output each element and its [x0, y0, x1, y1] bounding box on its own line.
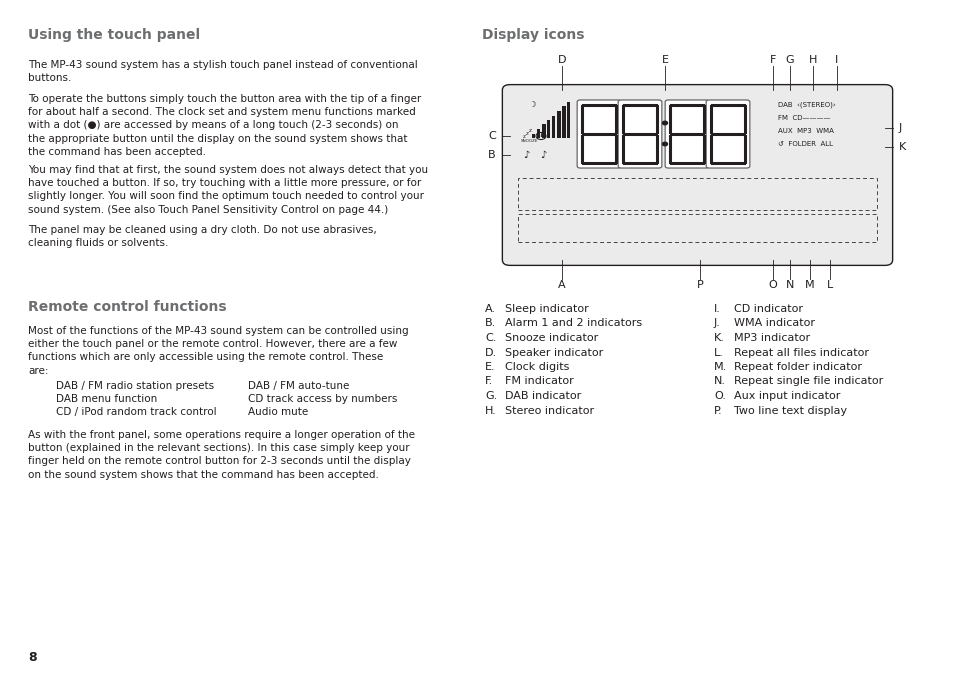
Text: z: z [529, 128, 532, 133]
Text: D.: D. [484, 347, 497, 357]
Text: CD track access by numbers: CD track access by numbers [248, 394, 397, 404]
Text: Repeat folder indicator: Repeat folder indicator [733, 362, 862, 372]
Text: M: M [804, 280, 814, 290]
Text: M.: M. [713, 362, 726, 372]
Text: DAB / FM auto-tune: DAB / FM auto-tune [248, 381, 349, 391]
Text: MP3 indicator: MP3 indicator [733, 333, 809, 343]
Text: L: L [826, 280, 832, 290]
Text: F: F [769, 55, 776, 65]
Text: P.: P. [713, 406, 721, 415]
FancyBboxPatch shape [664, 100, 708, 168]
Bar [557, 111, 560, 138]
Text: C: C [488, 131, 496, 141]
Text: SNOOZE: SNOOZE [520, 139, 537, 143]
Bar [541, 125, 545, 138]
Text: ♪: ♪ [539, 150, 546, 160]
Text: As with the front panel, some operations require a longer operation of the
butto: As with the front panel, some operations… [28, 430, 415, 480]
Text: WMA indicator: WMA indicator [733, 318, 814, 328]
Text: Sleep indicator: Sleep indicator [504, 304, 588, 314]
Text: z: z [525, 131, 528, 136]
Text: A.: A. [484, 304, 496, 314]
Text: Stereo indicator: Stereo indicator [504, 406, 594, 415]
Text: DAB  ‹(STEREO)›: DAB ‹(STEREO)› [778, 102, 835, 108]
Text: The MP-43 sound system has a stylish touch panel instead of conventional
buttons: The MP-43 sound system has a stylish tou… [28, 60, 417, 83]
Text: H.: H. [484, 406, 497, 415]
Text: Repeat all files indicator: Repeat all files indicator [733, 347, 868, 357]
Text: K: K [898, 142, 905, 152]
Text: N.: N. [713, 376, 725, 386]
Text: C.: C. [484, 333, 496, 343]
Text: I.: I. [713, 304, 720, 314]
Text: Remote control functions: Remote control functions [28, 300, 227, 314]
Text: B: B [488, 150, 496, 160]
Text: G: G [785, 55, 794, 65]
Bar [561, 106, 565, 138]
Text: Aux input indicator: Aux input indicator [733, 391, 840, 401]
Bar [532, 133, 535, 138]
Text: A: A [558, 280, 565, 290]
FancyBboxPatch shape [577, 100, 620, 168]
Text: J: J [898, 123, 902, 133]
Text: E: E [660, 55, 668, 65]
Bar [552, 116, 555, 138]
FancyBboxPatch shape [705, 100, 749, 168]
Text: N: N [785, 280, 793, 290]
Bar [566, 102, 570, 138]
Circle shape [661, 121, 667, 125]
Text: I: I [835, 55, 838, 65]
Text: 8: 8 [28, 651, 36, 664]
FancyBboxPatch shape [618, 100, 661, 168]
Text: Using the touch panel: Using the touch panel [28, 28, 200, 42]
Text: Two line text display: Two line text display [733, 406, 846, 415]
Text: CD indicator: CD indicator [733, 304, 802, 314]
Text: H: H [808, 55, 817, 65]
Text: G.: G. [484, 391, 497, 401]
Text: DAB indicator: DAB indicator [504, 391, 580, 401]
Text: Clock digits: Clock digits [504, 362, 569, 372]
Text: L.: L. [713, 347, 723, 357]
Text: P: P [696, 280, 702, 290]
Text: D: D [558, 55, 566, 65]
Text: AUX  MP3  WMA: AUX MP3 WMA [778, 128, 833, 134]
Text: E.: E. [484, 362, 496, 372]
Text: Audio mute: Audio mute [248, 407, 308, 417]
Text: You may find that at first, the sound system does not always detect that you
hav: You may find that at first, the sound sy… [28, 165, 428, 215]
Text: Most of the functions of the MP-43 sound system can be controlled using
either t: Most of the functions of the MP-43 sound… [28, 326, 408, 376]
Bar [537, 129, 540, 138]
Text: Speaker indicator: Speaker indicator [504, 347, 602, 357]
Text: DAB menu function: DAB menu function [56, 394, 157, 404]
Text: B.: B. [484, 318, 496, 328]
Text: Repeat single file indicator: Repeat single file indicator [733, 376, 882, 386]
Text: DAB / FM radio station presets: DAB / FM radio station presets [56, 381, 213, 391]
Text: FM  CD————: FM CD———— [778, 115, 830, 121]
Text: O: O [768, 280, 777, 290]
Text: O.: O. [713, 391, 725, 401]
Bar [517, 178, 876, 210]
Text: ☽: ☽ [527, 100, 535, 109]
Text: K.: K. [713, 333, 724, 343]
Text: ♪: ♪ [522, 150, 529, 160]
Bar [546, 120, 550, 138]
FancyBboxPatch shape [502, 85, 892, 265]
Text: z: z [522, 134, 525, 139]
Text: F.: F. [484, 376, 493, 386]
Bar [517, 214, 876, 242]
Text: J.: J. [713, 318, 720, 328]
Text: ↺  FOLDER  ALL: ↺ FOLDER ALL [778, 141, 832, 147]
Text: Snooze indicator: Snooze indicator [504, 333, 598, 343]
Circle shape [661, 142, 667, 146]
Text: Alarm 1 and 2 indicators: Alarm 1 and 2 indicators [504, 318, 641, 328]
Text: Display icons: Display icons [481, 28, 584, 42]
Text: The panel may be cleaned using a dry cloth. Do not use abrasives,
cleaning fluid: The panel may be cleaned using a dry clo… [28, 225, 376, 248]
Text: CD / iPod random track control: CD / iPod random track control [56, 407, 216, 417]
Text: To operate the buttons simply touch the button area with the tip of a finger
for: To operate the buttons simply touch the … [28, 94, 421, 157]
Text: FM indicator: FM indicator [504, 376, 573, 386]
